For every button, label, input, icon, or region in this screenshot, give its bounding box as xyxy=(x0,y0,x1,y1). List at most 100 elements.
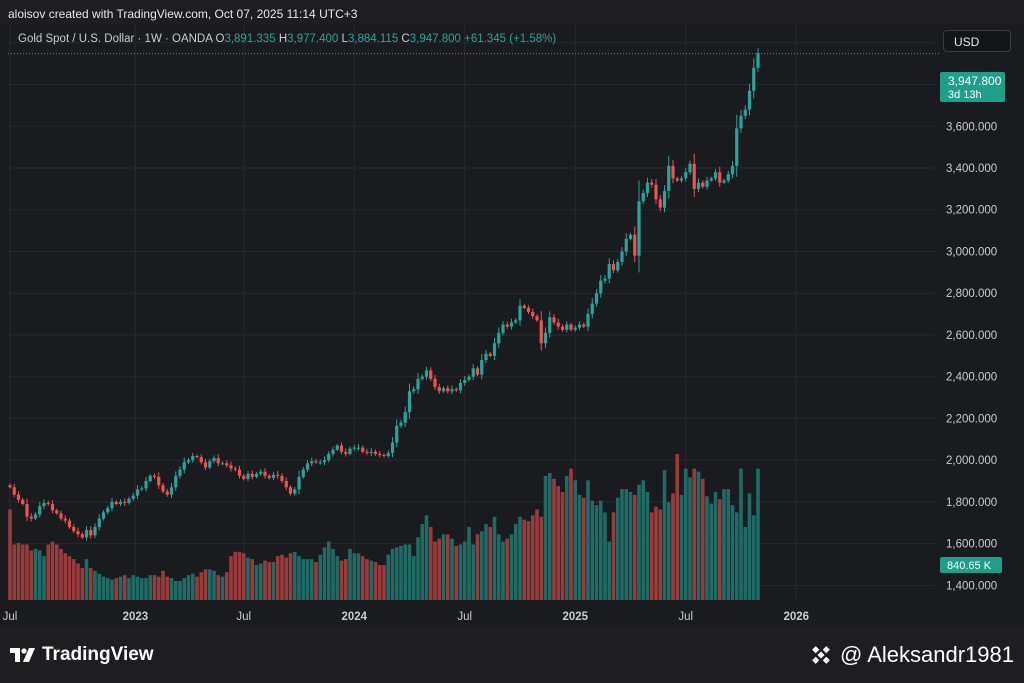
volume-bar xyxy=(751,515,756,600)
volume-bar xyxy=(552,478,556,600)
candle-body xyxy=(735,128,739,166)
candle-body xyxy=(93,526,97,536)
candle-body xyxy=(72,526,76,532)
candle-body xyxy=(157,476,161,486)
candle-body xyxy=(624,238,628,252)
volume-bar xyxy=(314,562,318,600)
volume-bar xyxy=(526,521,531,600)
symbol-description[interactable]: Gold Spot / U.S. Dollar · 1W · OANDA xyxy=(18,33,213,45)
candle-body xyxy=(63,518,67,521)
y-tick-label: 3,400.000 xyxy=(946,163,997,175)
candle-body xyxy=(344,451,348,454)
candle-body xyxy=(246,473,250,479)
candle-body xyxy=(497,332,501,344)
tradingview-brand: TradingView xyxy=(42,644,154,665)
volume-bar xyxy=(318,554,323,600)
price-chart[interactable]: 4,000.0003,800.0003,600.0003,400.0003,20… xyxy=(0,24,1024,626)
volume-bar xyxy=(212,570,216,600)
tradingview-logo-icon xyxy=(10,648,35,662)
volume-bar xyxy=(450,538,454,600)
volume-bar xyxy=(581,497,586,600)
candle-body xyxy=(186,460,191,463)
candle-body xyxy=(403,412,407,423)
candle-body xyxy=(254,473,259,477)
volume-bar xyxy=(411,556,416,600)
close-value: 3,947.800 xyxy=(409,33,461,45)
close-label: C xyxy=(401,33,410,45)
author-signature: @ Aleksandr1981 xyxy=(810,642,1014,668)
volume-bar xyxy=(373,562,378,600)
candle-body xyxy=(667,165,671,191)
volume-bar xyxy=(747,493,752,600)
volume-bar xyxy=(280,554,284,600)
candle-body xyxy=(531,312,535,317)
volume-tag xyxy=(940,557,1002,573)
volume-bar xyxy=(654,506,658,600)
chart-grid xyxy=(8,24,940,600)
volume-bar xyxy=(420,524,425,600)
candle-body xyxy=(106,508,110,513)
candle-body xyxy=(386,452,390,456)
volume-bars xyxy=(8,454,760,600)
candle-body xyxy=(250,473,254,477)
binance-logo-icon xyxy=(812,646,830,664)
ohlc-legend: Gold Spot / U.S. Dollar · 1W · OANDA O3,… xyxy=(18,33,556,45)
candle-body xyxy=(178,469,182,476)
candle-body xyxy=(718,172,722,183)
candle-body xyxy=(101,512,106,519)
high-value: 3,977.400 xyxy=(287,33,339,45)
candle-body xyxy=(603,278,607,281)
volume-bar xyxy=(165,576,170,600)
candle-body xyxy=(76,531,80,535)
candle-body xyxy=(12,487,16,495)
volume-bar xyxy=(484,524,488,600)
volume-bar xyxy=(726,489,731,600)
volume-bar xyxy=(220,576,225,600)
volume-bar xyxy=(501,541,505,600)
tradingview-logo[interactable]: TradingView xyxy=(10,644,154,666)
candle-body xyxy=(208,461,212,468)
x-tick-label: Jul xyxy=(3,611,18,623)
volume-bar xyxy=(590,500,595,600)
candle-body xyxy=(212,458,216,462)
volume-bar xyxy=(569,468,573,600)
candle-body xyxy=(628,234,633,239)
candle-body xyxy=(148,475,152,482)
volume-bar xyxy=(496,534,501,600)
x-tick-label: 2024 xyxy=(341,611,367,623)
volume-bar xyxy=(173,581,178,600)
volume-bar xyxy=(611,512,616,600)
currency-button[interactable]: USD xyxy=(943,30,1011,52)
candle-body xyxy=(237,469,242,476)
candle-body xyxy=(339,445,344,452)
volume-bar xyxy=(713,491,718,600)
candle-body xyxy=(475,368,480,375)
candle-body xyxy=(395,425,399,443)
volume-bar xyxy=(722,489,726,600)
candle-body xyxy=(535,316,539,321)
y-tick-label: 1,600.000 xyxy=(946,539,997,551)
volume-bar xyxy=(573,480,578,600)
candle-body xyxy=(424,370,429,377)
volume-bar xyxy=(263,560,267,600)
candle-body xyxy=(110,501,114,509)
candle-body xyxy=(80,534,84,538)
candle-body xyxy=(458,382,463,391)
volume-bar xyxy=(207,569,212,600)
candle-body xyxy=(739,115,743,129)
candle-body xyxy=(144,481,148,489)
volume-bar xyxy=(620,489,624,600)
volume-bar xyxy=(80,567,85,600)
volume-bar xyxy=(105,578,110,600)
candle-body xyxy=(348,448,352,454)
candle-body xyxy=(730,165,735,175)
volume-bar xyxy=(241,553,246,600)
volume-bar xyxy=(348,548,352,600)
candle-body xyxy=(671,165,675,179)
volume-bar xyxy=(518,516,522,600)
volume-bar xyxy=(530,515,535,600)
volume-bar xyxy=(709,503,714,600)
volume-bar xyxy=(254,564,259,600)
y-tick-label: 2,200.000 xyxy=(946,413,997,425)
volume-bar xyxy=(598,500,603,600)
